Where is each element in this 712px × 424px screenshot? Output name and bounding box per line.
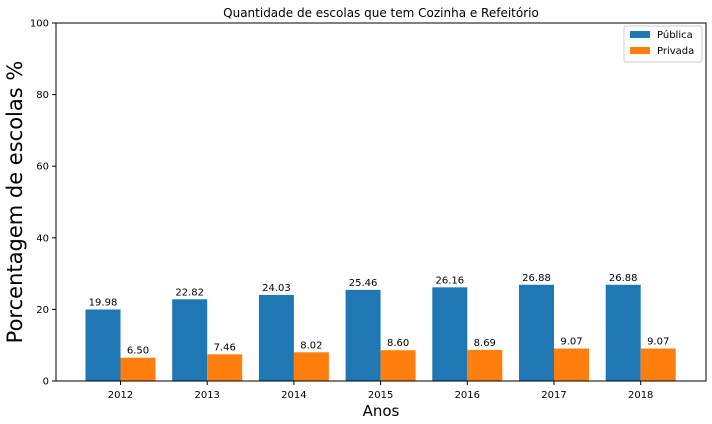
bar-publica-2017 [519, 284, 554, 381]
y-tick-label: 100 [30, 19, 49, 30]
bar-value-label: 8.02 [300, 340, 322, 351]
bar-privada-2014 [293, 352, 329, 381]
bar-value-label: 19.98 [89, 297, 118, 308]
legend-swatch-publica [630, 31, 650, 38]
bars-group [85, 284, 676, 381]
x-tick-label: 2017 [541, 390, 566, 401]
legend-swatch-privada [630, 47, 650, 54]
plot-frame [55, 22, 707, 382]
x-tick-label: 2012 [108, 390, 133, 401]
y-axis-label: Porcentagem de escolas % [3, 61, 27, 344]
bar-value-label: 9.07 [560, 337, 582, 348]
bar-labels-group: 19.98 6.50 22.82 7.46 24.03 8.02 25.46 8.60 26.1… [89, 273, 670, 357]
bar-privada-2018 [640, 348, 676, 381]
bar-publica-2016 [432, 287, 468, 381]
y-tick-label: 0 [43, 377, 49, 388]
bar-publica-2015 [345, 289, 381, 381]
x-axis-label: Anos [363, 402, 400, 420]
bar-value-label: 7.46 [214, 342, 236, 353]
y-tick-label: 40 [36, 233, 49, 244]
bar-value-label: 6.50 [127, 346, 149, 357]
bar-privada-2017 [554, 348, 589, 381]
bar-value-label: 22.82 [175, 287, 204, 298]
x-tick-label: 2016 [455, 390, 480, 401]
bar-publica-2014 [258, 294, 294, 381]
bar-value-label: 8.60 [387, 338, 409, 349]
x-axis-ticks: 2012 2013 2014 2015 2016 2017 2018 [108, 381, 653, 401]
bar-value-label: 25.46 [349, 278, 378, 289]
bar-privada-2015 [380, 350, 416, 381]
y-tick-label: 60 [36, 162, 49, 173]
bar-value-label: 24.03 [262, 283, 291, 294]
y-axis-ticks: 0 20 40 60 80 100 [30, 19, 56, 388]
bar-privada-2013 [207, 354, 243, 381]
x-tick-label: 2018 [628, 390, 653, 401]
x-tick-label: 2014 [281, 390, 306, 401]
y-tick-label: 20 [36, 305, 49, 316]
bar-publica-2018 [605, 284, 641, 381]
legend-label-privada: Privada [657, 46, 694, 57]
legend: Pública Privada [623, 25, 703, 63]
bar-publica-2013 [172, 299, 208, 381]
x-tick-label: 2015 [368, 390, 393, 401]
chart-title: Quantidade de escolas que tem Cozinha e … [223, 6, 539, 20]
legend-label-publica: Pública [657, 29, 693, 41]
bar-privada-2012 [120, 357, 156, 381]
bar-publica-2012 [85, 309, 121, 381]
y-tick-label: 80 [36, 90, 49, 101]
bar-value-label: 9.07 [647, 337, 669, 348]
x-tick-label: 2013 [194, 390, 219, 401]
bar-value-label: 26.88 [609, 273, 638, 284]
bar-value-label: 26.88 [522, 273, 551, 284]
bar-value-label: 8.69 [474, 338, 496, 349]
bar-value-label: 26.16 [435, 275, 464, 286]
bar-privada-2016 [467, 349, 503, 381]
